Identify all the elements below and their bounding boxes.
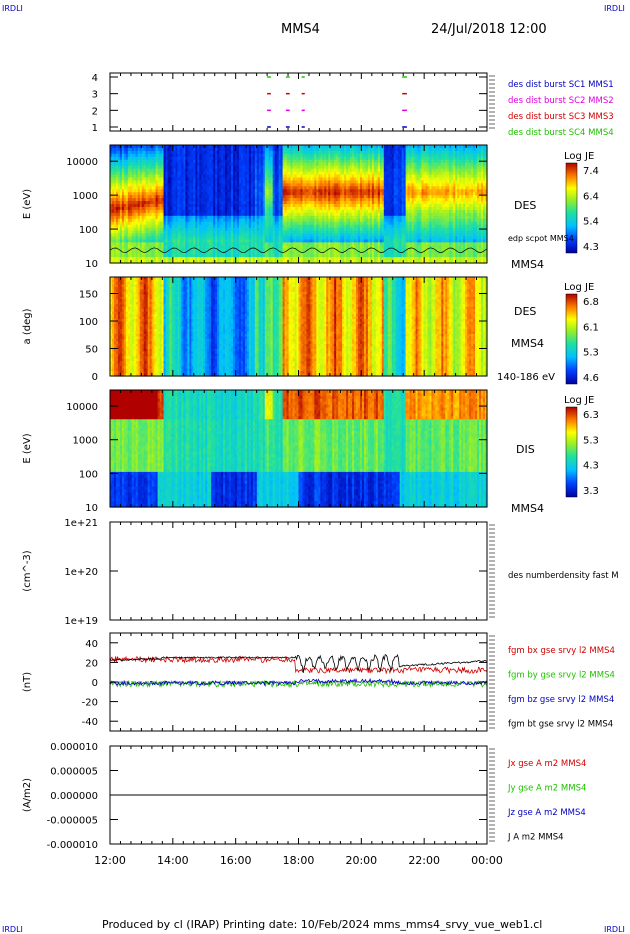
mms-summary-plot: 1234des dist burst SC1 MMS1des dist burs… bbox=[0, 0, 630, 934]
